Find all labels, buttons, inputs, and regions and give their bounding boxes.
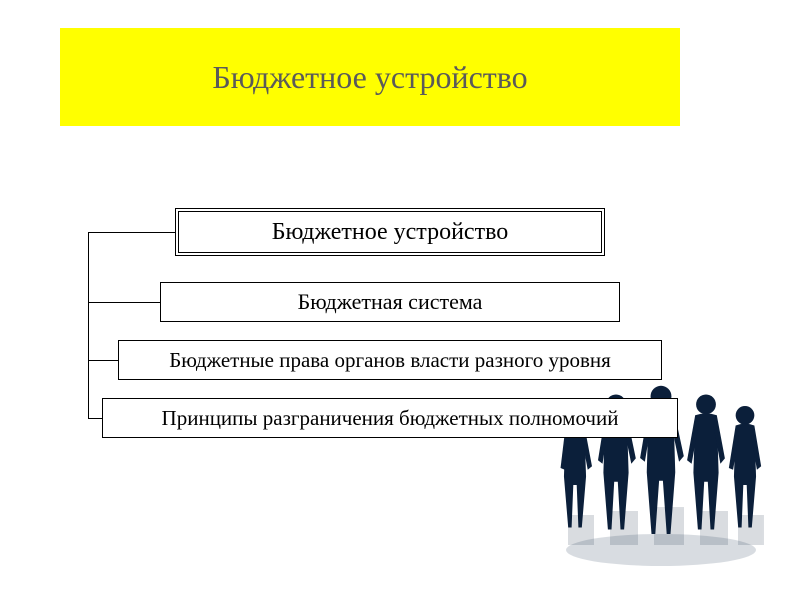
diagram-child-3-label: Принципы разграничения бюджетных полномо… bbox=[162, 406, 619, 431]
diagram-child-box-2: Бюджетные права органов власти разного у… bbox=[118, 340, 662, 380]
connector-branch-root bbox=[88, 232, 175, 233]
connector-branch-3 bbox=[88, 418, 102, 419]
connector-branch-1 bbox=[88, 302, 160, 303]
diagram-child-box-1: Бюджетная система bbox=[160, 282, 620, 322]
diagram-child-2-label: Бюджетные права органов власти разного у… bbox=[169, 348, 611, 373]
diagram-child-box-3: Принципы разграничения бюджетных полномо… bbox=[102, 398, 678, 438]
connector-trunk bbox=[88, 232, 89, 418]
title-banner: Бюджетное устройство bbox=[60, 28, 680, 126]
page-title: Бюджетное устройство bbox=[212, 59, 527, 96]
diagram-root-box: Бюджетное устройство bbox=[175, 208, 605, 256]
connector-branch-2 bbox=[88, 360, 118, 361]
diagram-root-label: Бюджетное устройство bbox=[272, 219, 508, 246]
diagram-child-1-label: Бюджетная система bbox=[298, 289, 483, 315]
